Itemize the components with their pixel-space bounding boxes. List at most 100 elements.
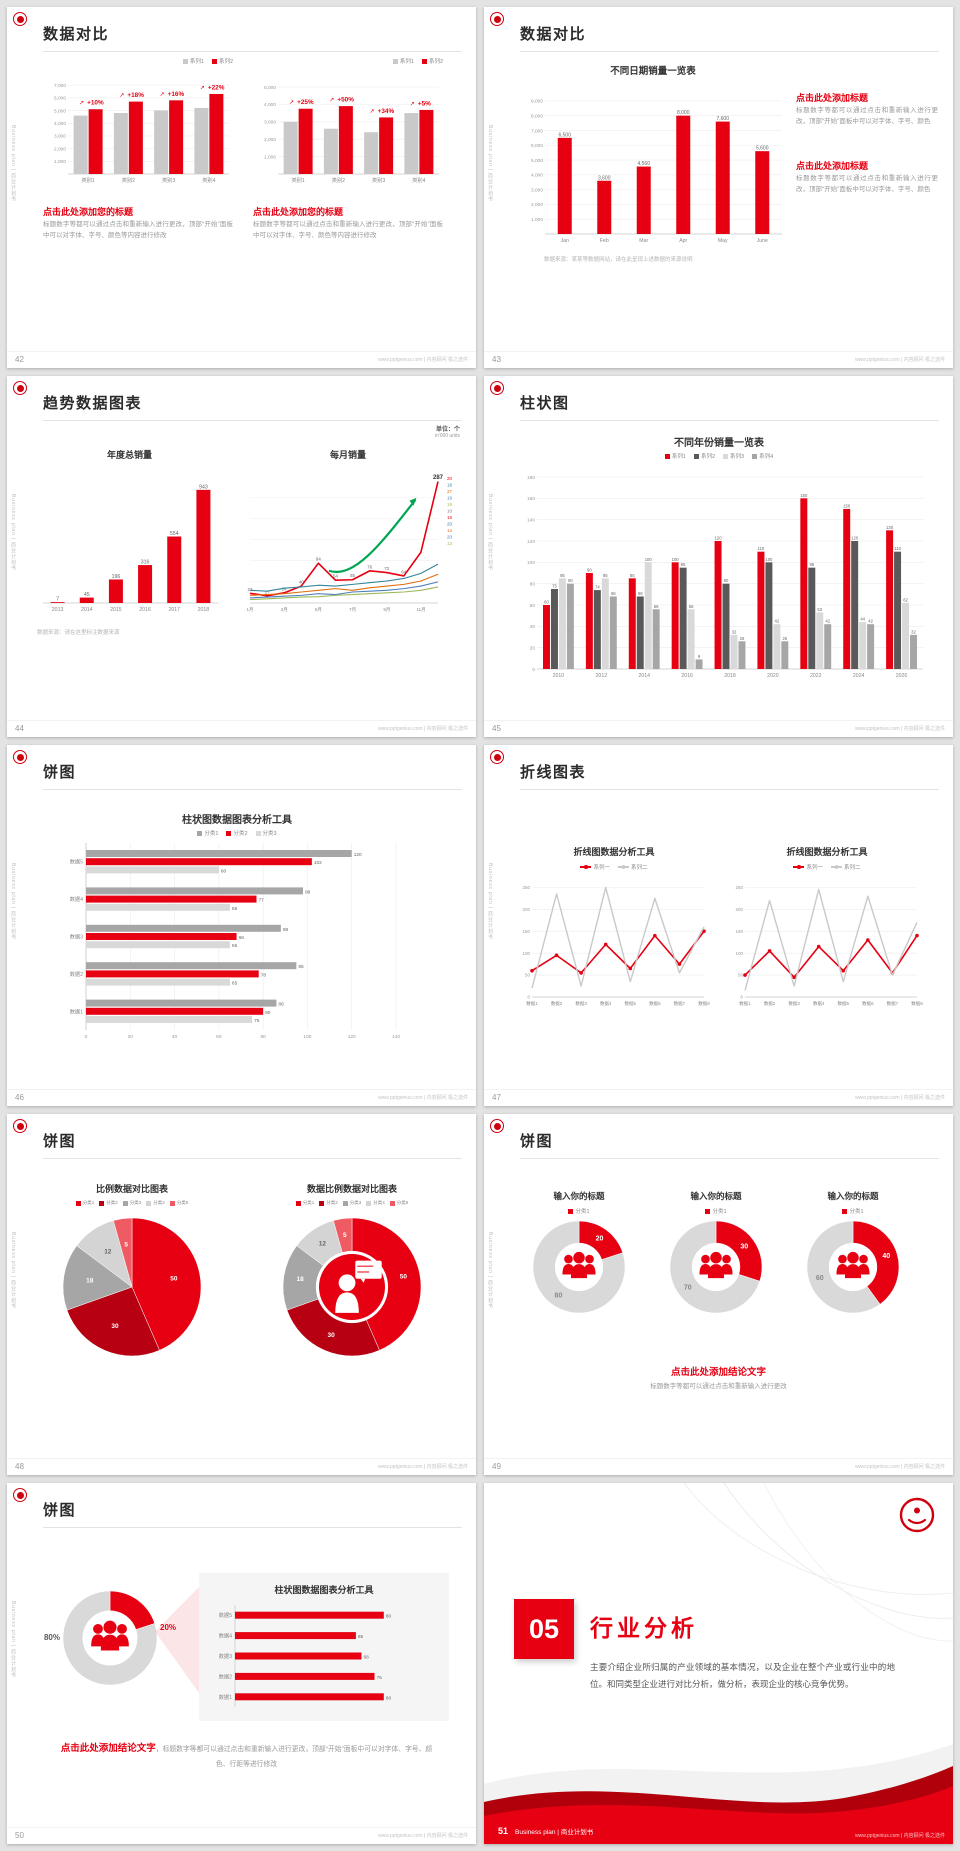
left-body: 标题数字等都可以通过点击和重新输入进行更改，顶部“开始”面板中可以对字体、字号、…: [43, 221, 233, 239]
svg-text:数据6: 数据6: [862, 1000, 874, 1007]
svg-text:44: 44: [860, 617, 865, 622]
svg-text:3,000: 3,000: [531, 187, 543, 193]
slide-title: 数据对比: [520, 26, 587, 43]
svg-text:26: 26: [740, 636, 745, 641]
svg-text:76: 76: [367, 564, 372, 569]
slide-title: 饼图: [520, 1133, 554, 1150]
slide-46[interactable]: Business plan | 商业计划书 饼图 柱状图数据图表分析工具 分类1…: [7, 745, 476, 1106]
svg-text:2024: 2024: [853, 673, 865, 679]
svg-text:19: 19: [447, 496, 453, 501]
svg-text:68: 68: [611, 591, 616, 596]
svg-text:18: 18: [447, 483, 453, 488]
svg-text:数据2: 数据2: [219, 1672, 232, 1680]
unit-label: 单位：个 in'000 units: [435, 424, 460, 439]
svg-text:30: 30: [740, 1243, 748, 1250]
svg-text:42: 42: [775, 619, 780, 624]
page-number: 44: [15, 724, 24, 733]
svg-text:100: 100: [765, 557, 773, 562]
svg-text:5: 5: [124, 1242, 128, 1249]
slide-48[interactable]: Business plan | 商业计划书 饼图 比例数据对比图表 分类1 分类2…: [7, 1114, 476, 1475]
svg-text:数据2: 数据2: [551, 1000, 563, 1007]
slide-51[interactable]: 05 行业分析 主要介绍企业所归属的产业领域的基本情况，以及企业在整个产业或行业…: [484, 1483, 953, 1844]
svg-text:62: 62: [903, 597, 908, 602]
svg-text:30: 30: [327, 1332, 335, 1339]
legend: 系列一 系列二: [514, 863, 714, 871]
svg-text:85: 85: [603, 573, 608, 578]
slide-47[interactable]: Business plan | 商业计划书 折线图表 折线图数据分析工具 系列一…: [484, 745, 953, 1106]
footer-divider: [484, 1089, 953, 1090]
data-source-note: 数据来源：请在这里标注数据来源: [37, 630, 120, 636]
block-title-1: 输入你的标题: [553, 1191, 605, 1201]
slide-45[interactable]: Business plan | 商业计划书 柱状图 不同年份销量一览表 系列1 系…: [484, 376, 953, 737]
svg-text:70: 70: [684, 1285, 692, 1292]
conclusion-body: ，标题数字等都可以通过点击和重新输入进行更改，顶部“开始”面板中可以对字体、字号…: [155, 1746, 433, 1769]
chart-title-pie: 比例数据对比图表: [95, 1184, 168, 1194]
svg-text:65: 65: [232, 906, 238, 912]
svg-text:↗: ↗: [329, 98, 334, 104]
unit-label-cn: 单位：个: [435, 427, 460, 433]
section-body: 主要介绍企业所归属的产业领域的基本情况，以及企业在整个产业或行业中的地位。和同类…: [590, 1662, 895, 1689]
slide-44[interactable]: Business plan | 商业计划书 趋势数据图表 单位：个 in'000…: [7, 376, 476, 737]
body-1: 标题数字等都可以通过点击和重新输入进行更改，顶部“开始”面板中可以对字体、字号、…: [796, 107, 938, 125]
svg-text:0: 0: [527, 995, 530, 1000]
sidebar-vertical-text: Business plan | 商业计划书: [487, 494, 493, 572]
legend: 分类1: [788, 1207, 918, 1215]
svg-text:2018: 2018: [198, 607, 210, 613]
page-number: 47: [492, 1093, 501, 1102]
svg-text:类别1: 类别1: [291, 176, 304, 184]
svg-text:86: 86: [278, 1002, 284, 1008]
slide-title: 柱状图: [520, 395, 570, 412]
svg-text:15: 15: [447, 515, 453, 520]
svg-text:5,600: 5,600: [756, 146, 769, 152]
section-title: 行业分析: [590, 1615, 698, 1641]
brand-logo-icon: [13, 750, 27, 764]
slide-42[interactable]: Business plan | 商业计划书 数据对比 系列1 系列2 1,000 2…: [7, 7, 476, 368]
svg-text:80: 80: [724, 578, 729, 583]
chart-title: 柱状图数据图表分析工具: [182, 815, 292, 826]
svg-text:数据8: 数据8: [698, 1000, 710, 1007]
page-number: 49: [492, 1462, 501, 1471]
svg-text:60: 60: [530, 603, 536, 609]
svg-text:May: May: [718, 238, 728, 244]
svg-text:0: 0: [740, 995, 743, 1000]
conclusion-heading: 点击此处添加结论文字: [60, 1743, 156, 1754]
background-arcs: [683, 1483, 953, 1642]
svg-text:120: 120: [348, 1034, 356, 1040]
svg-text:2018: 2018: [724, 673, 736, 679]
svg-text:80: 80: [265, 1010, 271, 1016]
slide-49[interactable]: Business plan | 商业计划书 饼图 输入你的标题 分类1 20 80…: [484, 1114, 953, 1475]
bar-chart-sales: 1,000 2,000 3,000 4,000 5,000 6,000 7,000 8,000…: [520, 79, 786, 245]
slide-43[interactable]: Business plan | 商业计划书 数据对比 不同日期销量一览表 1,0…: [484, 7, 953, 368]
legend: 分类1 分类2 分类3: [47, 829, 427, 837]
slide-50[interactable]: Business plan | 商业计划书 饼图 80% 20% 柱状图数据图表分…: [7, 1483, 476, 1844]
svg-text:7,000: 7,000: [54, 83, 66, 89]
brand-logo-icon: [13, 1119, 27, 1133]
svg-text:11月: 11月: [416, 607, 425, 613]
svg-text:68: 68: [363, 1655, 369, 1661]
svg-text:200: 200: [735, 907, 743, 912]
page-number: 48: [15, 1462, 24, 1471]
svg-text:56: 56: [654, 604, 659, 609]
slide-title: 趋势数据图表: [43, 395, 143, 412]
svg-text:8,000: 8,000: [531, 113, 543, 119]
svg-text:2010: 2010: [553, 673, 565, 679]
svg-text:90: 90: [587, 568, 592, 573]
page-number: 42: [15, 355, 24, 364]
svg-text:5: 5: [343, 1232, 347, 1239]
line-chart-monthly: 1月 3月 5月 7月 9月 11月 23 17 24 40 94 54 55 76 72 64 287 20 18…: [242, 464, 454, 614]
svg-text:2015: 2015: [110, 607, 122, 613]
svg-text:3,600: 3,600: [598, 175, 611, 181]
svg-text:7: 7: [56, 597, 59, 603]
svg-text:2026: 2026: [896, 673, 908, 679]
svg-text:数据1: 数据1: [739, 1000, 751, 1007]
svg-text:56: 56: [689, 604, 694, 609]
svg-text:数据5: 数据5: [70, 858, 83, 866]
page-number: 43: [492, 355, 501, 364]
svg-text:8,000: 8,000: [677, 110, 690, 116]
legend: 系列一 系列二: [727, 863, 927, 871]
conclusion-paragraph: 点击此处添加结论文字，标题数字等都可以通过点击和重新输入进行更改，顶部“开始”面…: [57, 1741, 436, 1771]
svg-text:23: 23: [248, 587, 253, 592]
svg-text:85: 85: [630, 573, 635, 578]
svg-text:+22%: +22%: [208, 84, 225, 91]
chart-title-right: 折线图数据分析工具: [786, 847, 868, 857]
